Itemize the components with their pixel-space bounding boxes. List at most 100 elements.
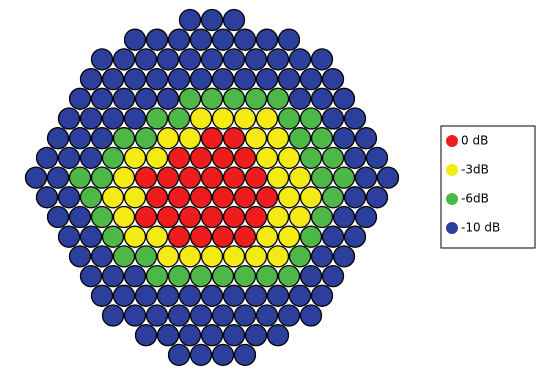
cell: [310, 284, 334, 307]
cell: [79, 107, 103, 130]
cell: [123, 67, 147, 91]
cell: [233, 304, 257, 327]
cell: [123, 28, 147, 51]
cell: [233, 264, 257, 288]
cell: [321, 146, 345, 170]
cell: [200, 48, 224, 71]
cell: [90, 284, 114, 307]
cell-grid: [24, 8, 400, 367]
cell: [101, 264, 125, 288]
cell: [90, 245, 114, 268]
cell: [167, 343, 191, 367]
cell: [90, 87, 114, 110]
cell: [266, 324, 290, 347]
cell: [299, 304, 323, 327]
cell: [134, 48, 158, 71]
cell: [277, 304, 301, 327]
cell: [255, 225, 279, 248]
cell: [332, 166, 356, 189]
cell: [90, 205, 114, 229]
cell: [321, 107, 345, 130]
cell: [178, 48, 202, 71]
cell: [156, 245, 180, 268]
cell: [178, 205, 202, 229]
cell: [167, 304, 191, 327]
cell: [310, 87, 334, 110]
cell: [79, 67, 103, 91]
cell: [178, 87, 202, 110]
cell: [211, 67, 235, 91]
cell: [189, 67, 213, 91]
cell: [189, 186, 213, 209]
cell: [343, 107, 367, 130]
cell: [145, 67, 169, 91]
cell: [167, 186, 191, 209]
cell: [211, 264, 235, 288]
cell: [46, 166, 70, 189]
cell: [365, 186, 389, 209]
cell: [233, 67, 257, 91]
cell: [167, 225, 191, 248]
cell: [277, 225, 301, 248]
cell: [200, 8, 224, 32]
cell: [101, 107, 125, 130]
cell: [79, 264, 103, 288]
cell: [233, 146, 257, 170]
cell: [134, 166, 158, 189]
cell: [189, 264, 213, 288]
cell: [310, 245, 334, 268]
cell: [46, 127, 70, 150]
cell: [112, 166, 136, 189]
cell: [178, 8, 202, 32]
cell: [123, 304, 147, 327]
cell: [244, 87, 268, 110]
cell: [156, 324, 180, 347]
cell: [332, 205, 356, 229]
cell: [211, 107, 235, 130]
cell: [189, 107, 213, 130]
cell: [123, 225, 147, 248]
cell: [233, 186, 257, 209]
cell: [112, 245, 136, 268]
cell: [266, 166, 290, 189]
cell: [200, 205, 224, 229]
cell: [46, 205, 70, 229]
cell: [288, 48, 312, 71]
cell: [244, 324, 268, 347]
cell: [288, 245, 312, 268]
cell: [68, 127, 92, 150]
cell: [200, 127, 224, 150]
cell: [178, 324, 202, 347]
cell: [156, 284, 180, 307]
cell: [354, 127, 378, 150]
cell: [145, 186, 169, 209]
cell: [354, 205, 378, 229]
cell: [299, 264, 323, 288]
cell: [255, 67, 279, 91]
cell: [288, 205, 312, 229]
cell: [266, 48, 290, 71]
cell: [233, 225, 257, 248]
cell: [200, 284, 224, 307]
cell: [68, 87, 92, 110]
cell: [134, 205, 158, 229]
cell: [211, 343, 235, 367]
cell: [233, 343, 257, 367]
cell: [233, 28, 257, 51]
cell: [299, 146, 323, 170]
cell: [244, 166, 268, 189]
cell: [90, 127, 114, 150]
cell: [244, 48, 268, 71]
cell: [101, 225, 125, 248]
cell: [79, 225, 103, 248]
cell: [321, 225, 345, 248]
cell: [189, 146, 213, 170]
cell: [365, 146, 389, 170]
cell: [156, 87, 180, 110]
cell: [222, 245, 246, 268]
cell: [79, 146, 103, 170]
cell: [134, 245, 158, 268]
cell: [211, 225, 235, 248]
cell: [156, 127, 180, 150]
